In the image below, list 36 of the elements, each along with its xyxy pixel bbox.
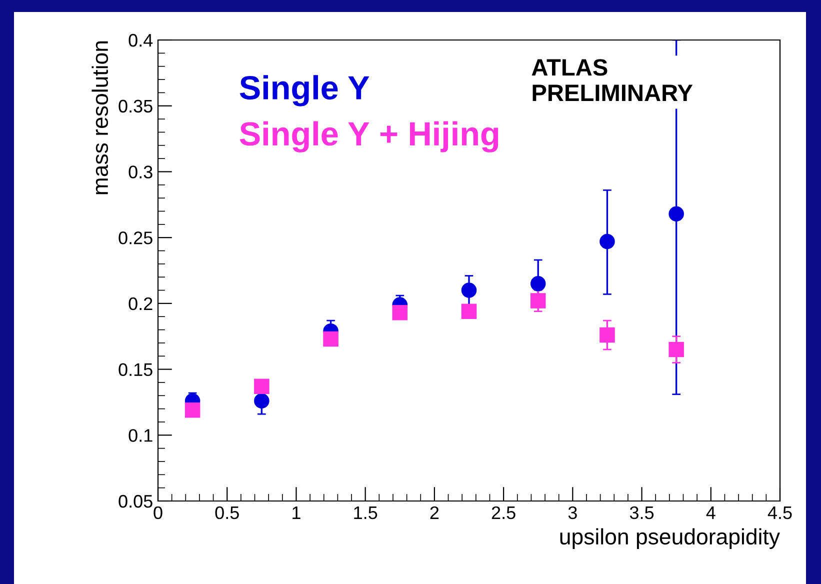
point xyxy=(600,234,615,250)
y-tick-label: 0.35 xyxy=(118,100,152,113)
point xyxy=(461,282,477,298)
annotation: ATLAS PRELIMINARY xyxy=(532,59,693,101)
x-tick-label: 2 xyxy=(430,506,439,519)
point xyxy=(600,327,615,343)
point xyxy=(254,378,270,394)
text: Single Υ + Hijing xyxy=(240,121,498,152)
y-tick-label: 0.2 xyxy=(128,297,152,310)
x-tick-label: 0.5 xyxy=(215,506,239,520)
point xyxy=(461,304,477,319)
x-axis-title: upsilon pseudorapidity xyxy=(560,528,780,549)
y-tick-label: 0.3 xyxy=(128,166,152,178)
point xyxy=(530,293,546,308)
y-tick-label: 0.15 xyxy=(118,363,152,376)
x-tick-label: 1 xyxy=(292,506,300,519)
point xyxy=(184,402,200,418)
point xyxy=(668,342,684,358)
point xyxy=(530,276,546,292)
x-tick-label: 2.5 xyxy=(492,506,516,520)
point xyxy=(392,305,408,320)
y-tick-label: 0.25 xyxy=(118,232,152,244)
x-tick-label: 0 xyxy=(154,506,162,520)
y-tick-label: 0.05 xyxy=(118,494,152,508)
point xyxy=(323,331,338,347)
x-tick-label: 1.5 xyxy=(354,506,378,520)
x-tick-label: 3 xyxy=(568,506,577,520)
text: Single Υ xyxy=(240,75,370,106)
y-tick-label: 0.1 xyxy=(128,429,152,442)
x-tick-label: 4 xyxy=(706,506,716,519)
x-tick-label: 4.5 xyxy=(768,506,792,520)
point xyxy=(254,393,270,409)
point xyxy=(668,206,684,222)
x-tick-label: 3.5 xyxy=(630,506,654,520)
y-axis-title: mass resolution xyxy=(92,41,108,194)
y-tick-label: 0.4 xyxy=(128,34,153,47)
